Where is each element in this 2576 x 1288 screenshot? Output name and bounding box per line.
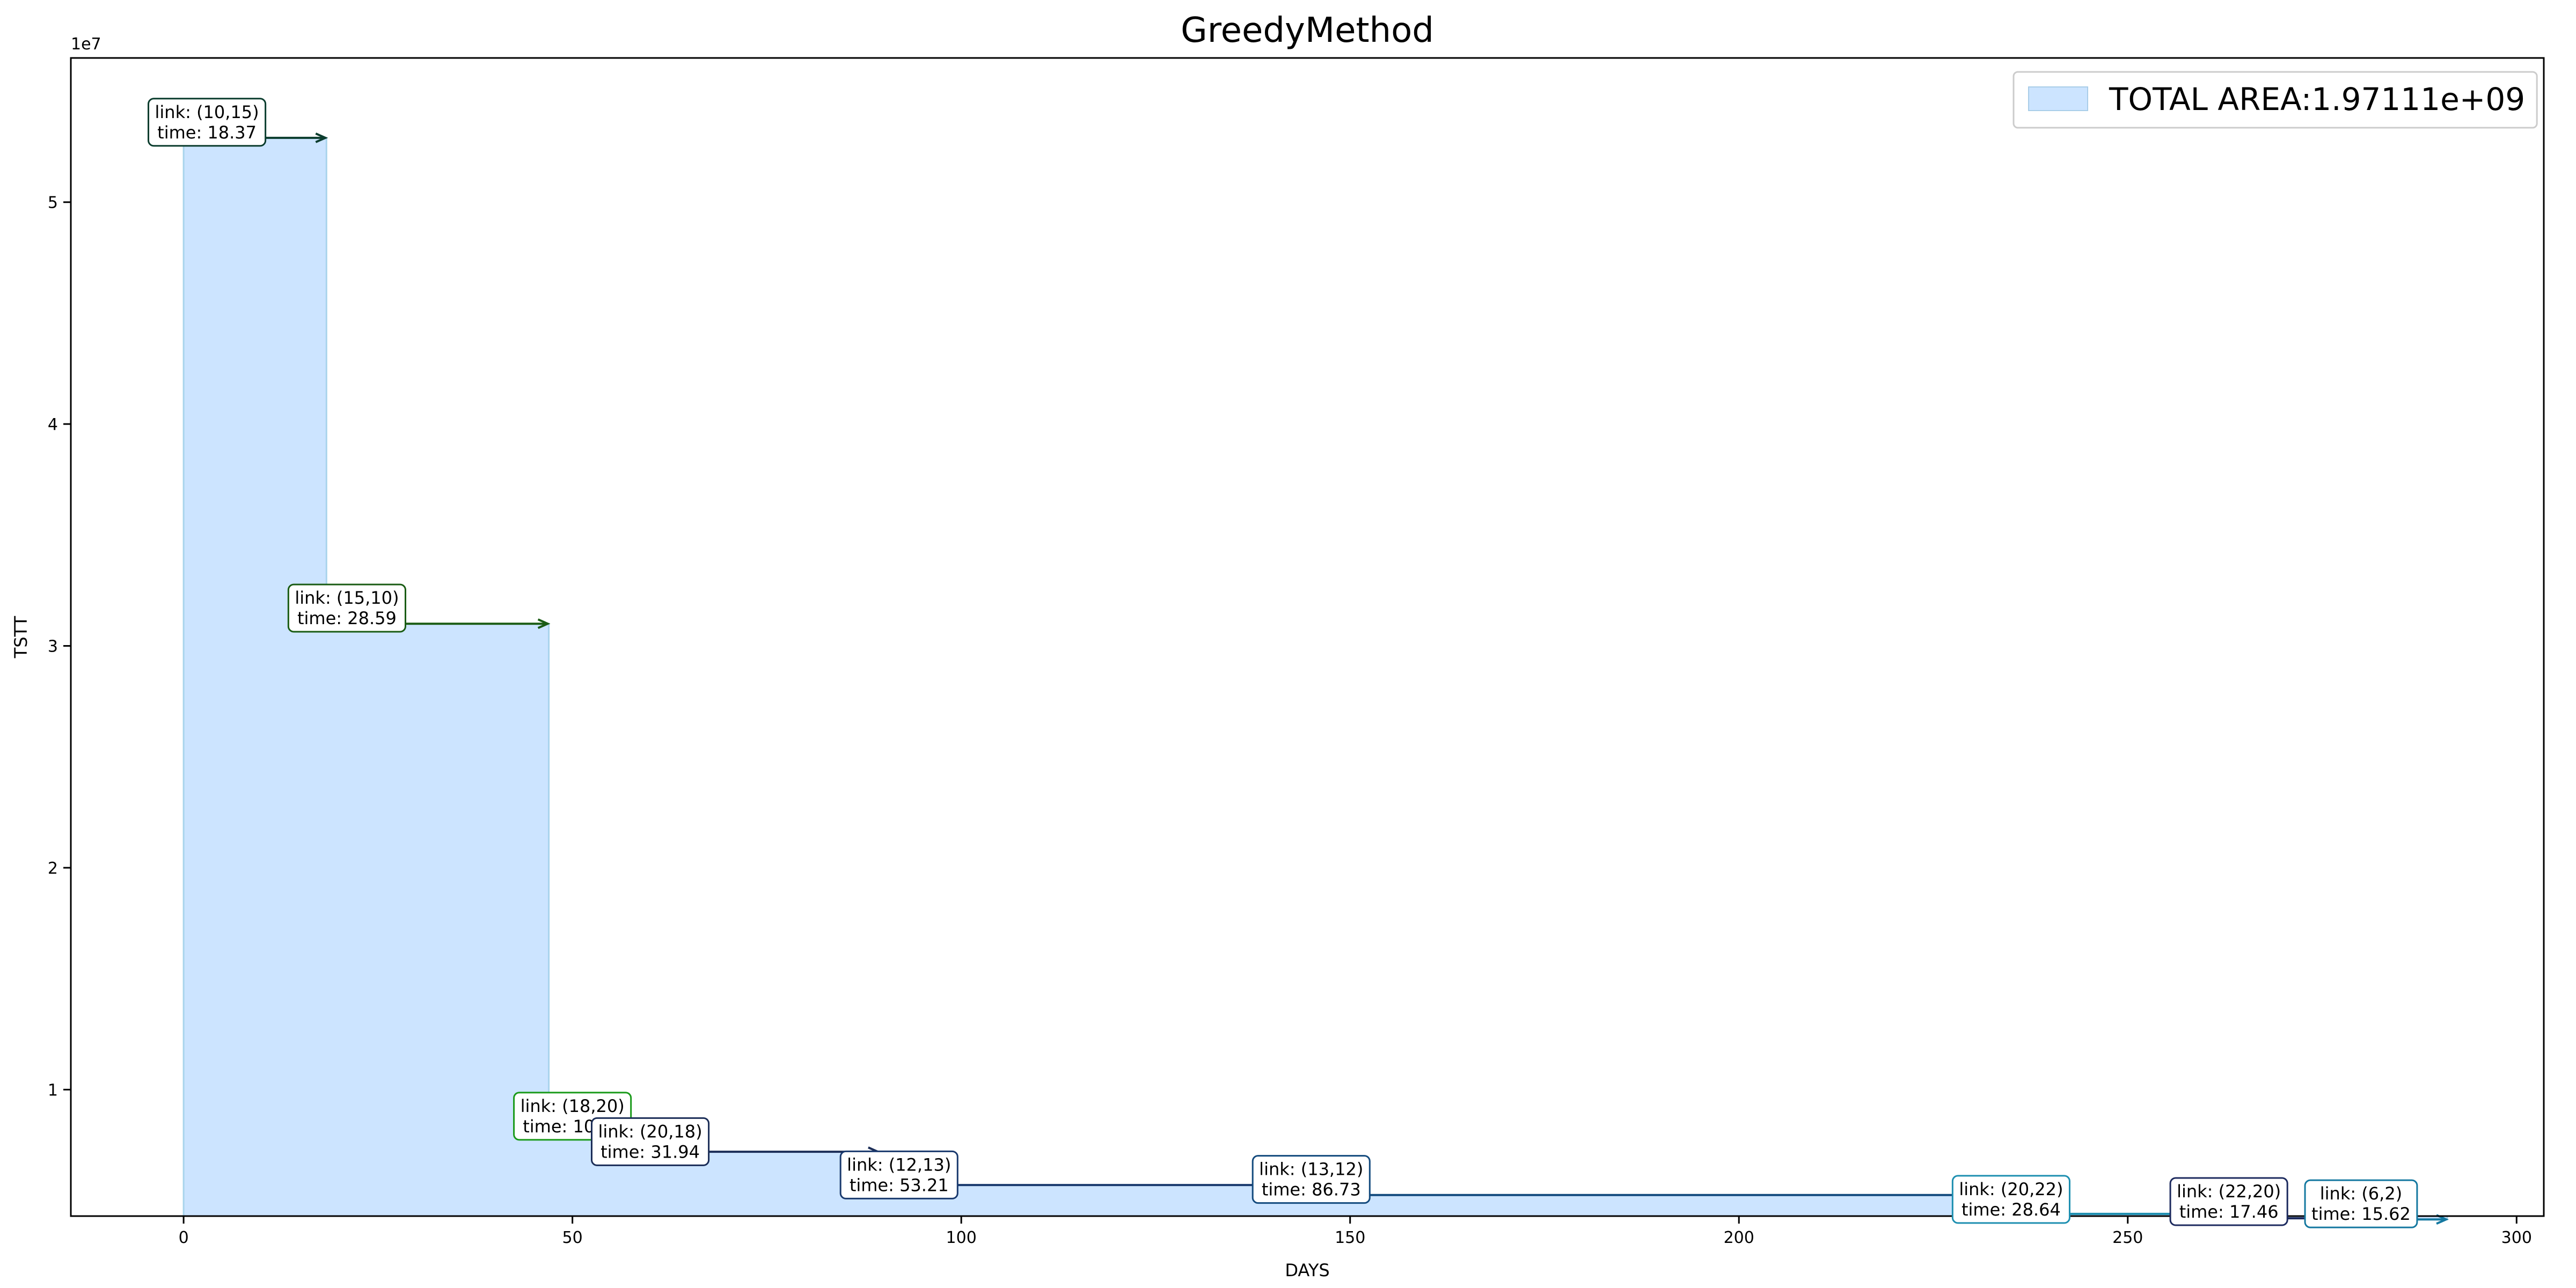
y-axis-scale-label: 1e7	[71, 35, 101, 54]
annotation-box	[839, 1150, 958, 1199]
annotation-box	[590, 1117, 710, 1166]
annotation-label-5: link: (13,12)time: 86.73	[1252, 1155, 1371, 1204]
y-ticks: 1 2 3 4 5	[48, 194, 71, 1100]
legend-label: TOTAL AREA:1.97111e+09	[2109, 81, 2525, 118]
x-tick-label: 300	[2501, 1228, 2532, 1247]
x-tick-label: 250	[2112, 1228, 2143, 1247]
annotation-label-8: link: (6,2)time: 15.62	[2304, 1179, 2418, 1228]
annotation-box	[2304, 1179, 2418, 1228]
annotation-box	[1252, 1155, 1371, 1204]
annotation-link-text: link: (20,22)	[1959, 1179, 2063, 1199]
y-tick-label: 4	[48, 415, 58, 434]
annotation-time-text: time: 15.62	[2311, 1204, 2411, 1224]
annotation-time-text: time: 53.21	[850, 1175, 949, 1195]
legend: TOTAL AREA:1.97111e+09	[2012, 71, 2538, 129]
x-tick-label: 50	[562, 1228, 583, 1247]
annotation-label-3: link: (20,18)time: 31.94	[590, 1117, 710, 1166]
x-ticks: 0 50 100 150 200 250 300	[179, 1216, 2532, 1247]
annotation-time-text: time: 28.59	[297, 608, 397, 628]
annotation-link-text: link: (12,13)	[847, 1154, 951, 1175]
annotation-box	[148, 98, 267, 147]
annotation-box	[2169, 1177, 2288, 1226]
segment-arrowhead-end-1	[537, 618, 551, 630]
x-tick-label: 100	[946, 1228, 977, 1247]
annotation-link-text: link: (6,2)	[2320, 1183, 2402, 1204]
annotation-label-6: link: (20,22)time: 28.64	[1951, 1175, 2070, 1224]
annotation-link-text: link: (13,12)	[1259, 1159, 1363, 1180]
x-axis-label: DAYS	[1285, 1260, 1329, 1280]
annotation-label-0: link: (10,15)time: 18.37	[148, 98, 267, 147]
total-area-fill	[182, 137, 2448, 1220]
segment-arrowhead-end-0	[315, 132, 328, 143]
x-tick-label: 150	[1335, 1228, 1365, 1247]
annotation-link-text: link: (10,15)	[155, 102, 259, 122]
annotation-box	[1951, 1175, 2070, 1224]
y-tick-label: 5	[48, 194, 58, 213]
annotation-time-text: time: 31.94	[601, 1141, 700, 1162]
annotation-time-text: time: 86.73	[1262, 1180, 1361, 1200]
annotation-label-7: link: (22,20)time: 17.46	[2169, 1177, 2288, 1226]
area-layer	[182, 137, 2448, 1220]
annotation-link-text: link: (22,20)	[2177, 1181, 2281, 1202]
y-tick-label: 2	[48, 859, 58, 878]
x-tick-label: 0	[179, 1228, 189, 1247]
annotation-time-text: time: 18.37	[157, 122, 257, 143]
legend-swatch	[2028, 86, 2088, 111]
annotation-time-text: time: 17.46	[2179, 1202, 2279, 1222]
annotation-label-4: link: (12,13)time: 53.21	[839, 1150, 958, 1199]
annotation-link-text: link: (15,10)	[295, 588, 399, 608]
y-tick-label: 1	[48, 1081, 58, 1100]
annotation-box	[287, 583, 406, 633]
y-axis-label: TSTT	[11, 616, 31, 658]
legend-box	[2012, 71, 2538, 129]
annotation-label-1: link: (15,10)time: 28.59	[287, 583, 406, 633]
y-tick-label: 3	[48, 638, 58, 656]
annotation-link-text: link: (18,20)	[521, 1096, 625, 1116]
annotation-time-text: time: 28.64	[1962, 1199, 2061, 1220]
annotation-link-text: link: (20,18)	[598, 1121, 702, 1141]
x-tick-label: 200	[1724, 1228, 1754, 1247]
plot-frame	[70, 57, 2545, 1217]
chart-title: GreedyMethod	[1181, 11, 1434, 50]
